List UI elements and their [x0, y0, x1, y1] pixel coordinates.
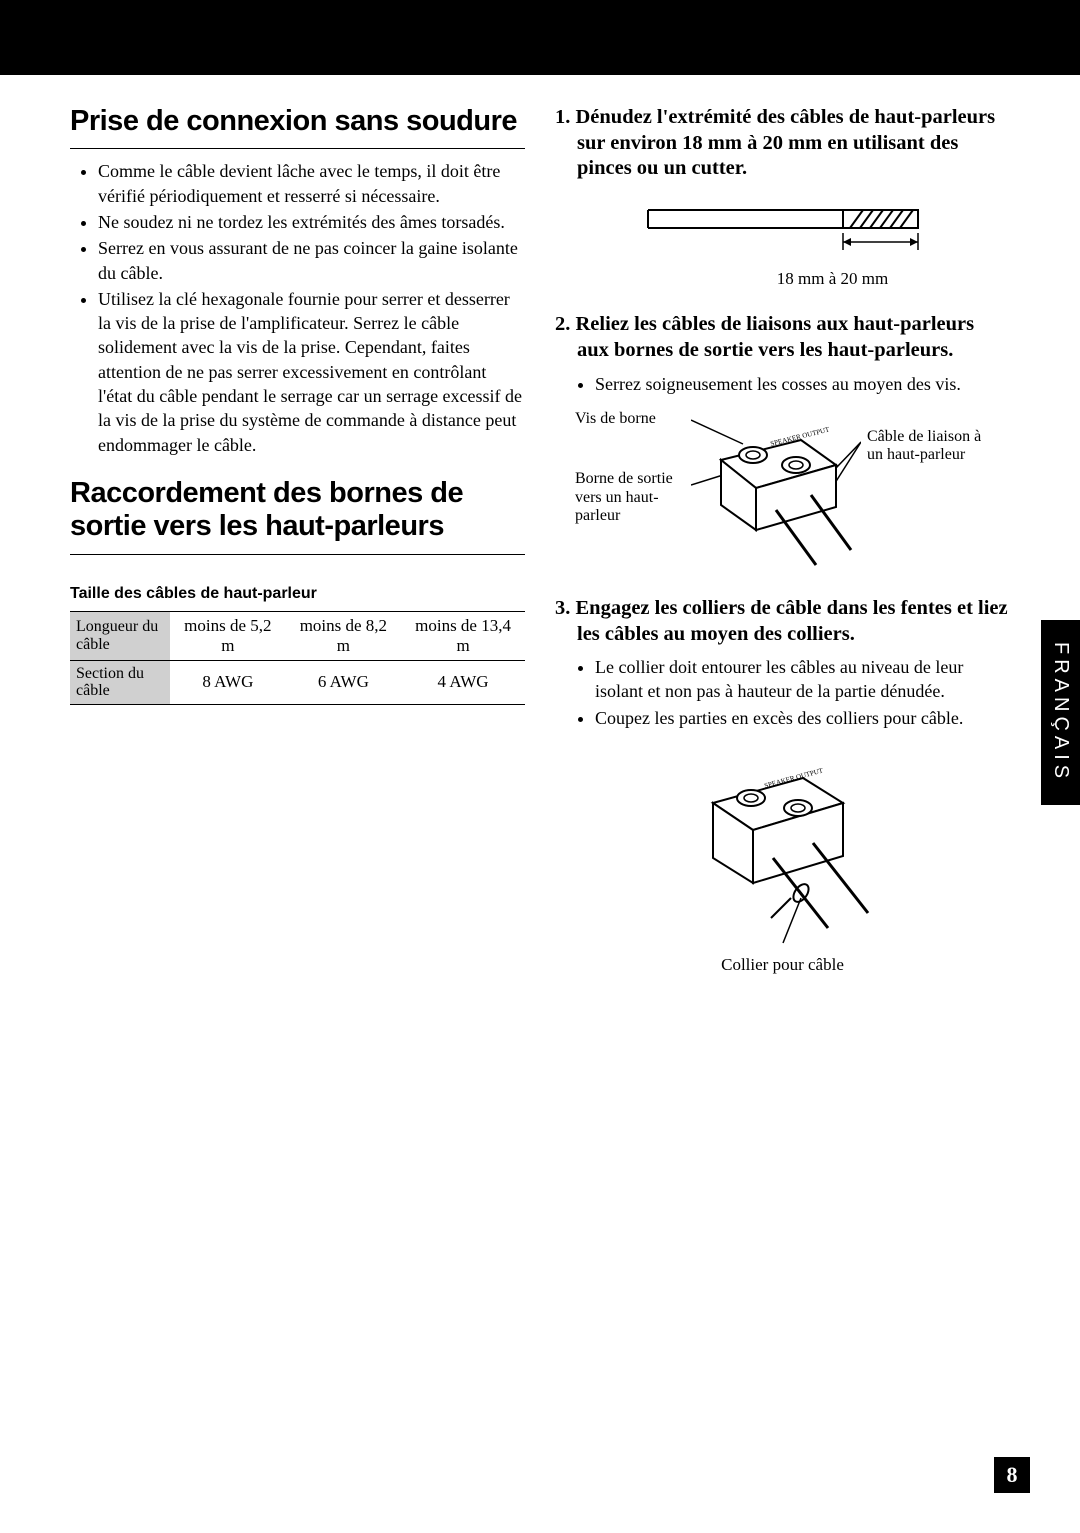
bullet-item: Utilisez la clé hexagonale fournie pour … — [98, 287, 525, 457]
table-cell: 4 AWG — [401, 660, 525, 704]
step-title: 2. Reliez les câbles de liaisons aux hau… — [555, 312, 1010, 363]
step-title: 3. Engagez les colliers de câble dans le… — [555, 596, 1010, 647]
table-cell: moins de 13,4 m — [401, 611, 525, 660]
step-number: 2. — [555, 313, 570, 335]
label-speaker-cable: Câble de liaison à un haut-parleur — [867, 410, 997, 465]
step-bullets: Serrez soigneusement les cosses au moyen… — [555, 372, 1010, 396]
step-number: 3. — [555, 597, 570, 619]
bullet-item: Le collier doit entourer les câbles au n… — [595, 655, 1010, 704]
step-text: Reliez les câbles de liaisons aux haut-p… — [576, 313, 975, 361]
bullet-item: Ne soudez ni ne tordez les extrémités de… — [98, 210, 525, 234]
step-2: 2. Reliez les câbles de liaisons aux hau… — [555, 312, 1010, 570]
label-left-group: Vis de borne Borne de sortie vers un hau… — [575, 410, 685, 526]
header-black-bar — [0, 0, 1080, 75]
table-header-cell: Section du câble — [70, 660, 170, 704]
bullet-item: Serrez soigneusement les cosses au moyen… — [595, 372, 1010, 396]
label-cable-tie: Collier pour câble — [555, 954, 1010, 976]
heading-speaker-terminals: Raccordement des bornes de sortie vers l… — [70, 477, 525, 544]
step-number: 1. — [555, 106, 570, 128]
step-text: Engagez les colliers de câble dans les f… — [576, 597, 1008, 645]
bullet-item: Coupez les parties en excès des colliers… — [595, 706, 1010, 730]
measurement-label: 18 mm à 20 mm — [555, 268, 1010, 290]
left-column: Prise de connexion sans soudure Comme le… — [70, 105, 525, 999]
figure-terminal-block: Vis de borne Borne de sortie vers un hau… — [555, 410, 1010, 570]
heading-solderless: Prise de connexion sans soudure — [70, 105, 525, 138]
page-number-badge: 8 — [994, 1457, 1030, 1493]
table-row: Longueur du câble moins de 5,2 m moins d… — [70, 611, 525, 660]
table-title: Taille des câbles de haut-parleur — [70, 585, 525, 603]
right-column: 1. Dénudez l'extrémité des câbles de hau… — [555, 105, 1010, 999]
figure-strip-cable: 18 mm à 20 mm — [555, 200, 1010, 290]
table-cell: 8 AWG — [170, 660, 286, 704]
language-tab: FRANÇAIS — [1041, 620, 1080, 805]
table-row: Section du câble 8 AWG 6 AWG 4 AWG — [70, 660, 525, 704]
step-3: 3. Engagez les colliers de câble dans le… — [555, 596, 1010, 977]
bullets-solderless: Comme le câble devient lâche avec le tem… — [70, 159, 525, 457]
table-cell: 6 AWG — [286, 660, 402, 704]
heading-rule — [70, 148, 525, 149]
step-bullets: Le collier doit entourer les câbles au n… — [555, 655, 1010, 730]
heading-rule — [70, 554, 525, 555]
label-screw: Vis de borne — [575, 410, 685, 428]
figure-cable-tie: SPEAKER OUTPUT Collier pour câble — [555, 748, 1010, 976]
cable-tie-diagram: SPEAKER OUTPUT — [673, 748, 893, 948]
step-text: Dénudez l'extrémité des câbles de haut-p… — [576, 106, 996, 179]
step-1: 1. Dénudez l'extrémité des câbles de hau… — [555, 105, 1010, 290]
terminal-diagram: SPEAKER OUTPUT — [691, 410, 861, 570]
bullet-item: Comme le câble devient lâche avec le tem… — [98, 159, 525, 208]
table-cell: moins de 5,2 m — [170, 611, 286, 660]
label-output-terminal: Borne de sortie vers un haut-parleur — [575, 470, 685, 525]
cable-size-table: Longueur du câble moins de 5,2 m moins d… — [70, 611, 525, 705]
bullet-item: Serrez en vous assurant de ne pas coince… — [98, 236, 525, 285]
step-title: 1. Dénudez l'extrémité des câbles de hau… — [555, 105, 1010, 182]
table-cell: moins de 8,2 m — [286, 611, 402, 660]
table-header-cell: Longueur du câble — [70, 611, 170, 660]
